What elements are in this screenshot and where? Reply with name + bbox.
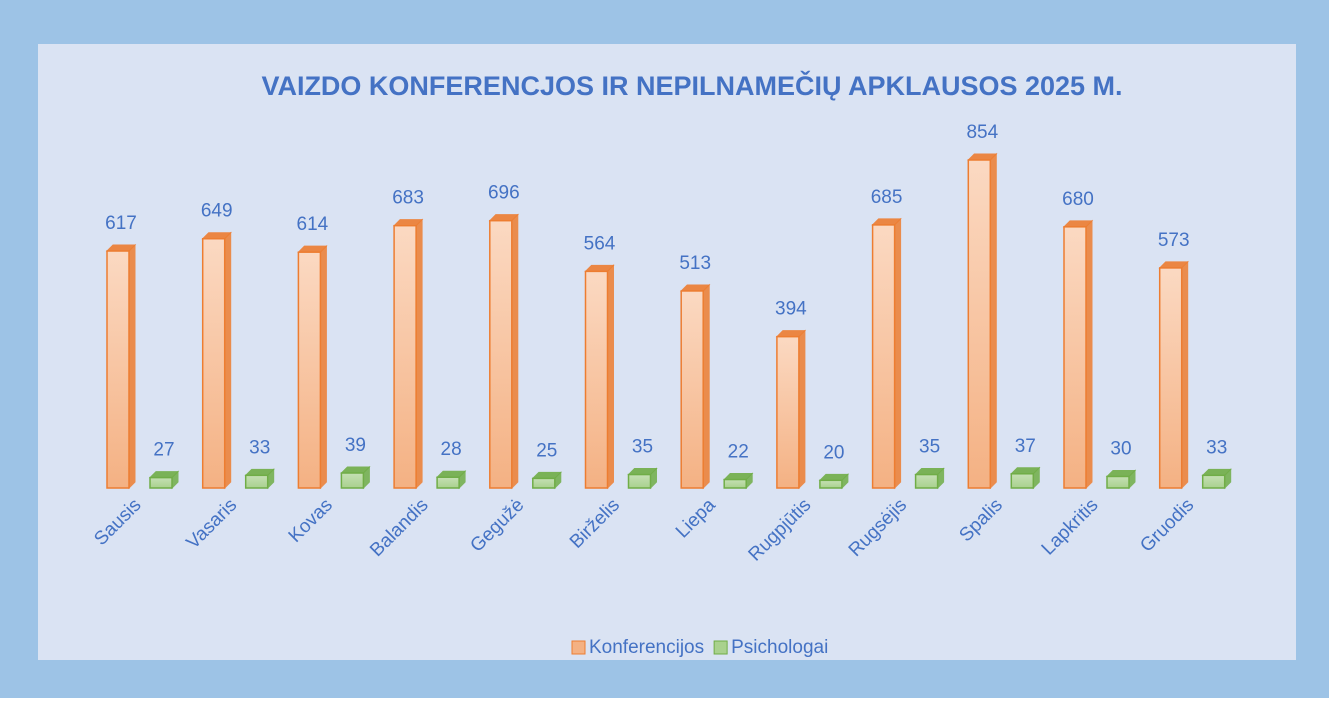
bar	[532, 477, 556, 489]
bar	[723, 478, 747, 489]
data-label: 513	[679, 253, 711, 274]
bar-side	[989, 152, 997, 490]
bar	[489, 219, 513, 489]
data-label: 30	[1110, 438, 1131, 459]
data-label: 25	[536, 440, 557, 461]
bar-side	[415, 218, 423, 490]
bar	[776, 335, 800, 489]
data-label: 35	[632, 437, 653, 458]
bar-side	[319, 244, 327, 490]
data-label: 680	[1062, 189, 1094, 210]
bar	[1063, 226, 1087, 489]
bar	[680, 290, 704, 489]
data-label: 683	[392, 188, 424, 209]
bar-side	[224, 231, 232, 490]
legend-label: Psichologai	[731, 637, 828, 658]
bar-side	[894, 217, 902, 490]
bar	[627, 473, 652, 489]
bar	[297, 251, 322, 489]
bar	[914, 473, 939, 489]
bar	[393, 224, 417, 489]
bar-side	[128, 243, 136, 490]
chart-title: VAIZDO KONFERENCJOS IR NEPILNAMEČIŲ APKL…	[261, 70, 1122, 101]
bar-side	[1085, 219, 1093, 490]
data-label: 35	[919, 437, 940, 458]
data-label: 33	[249, 437, 270, 458]
bar	[819, 479, 843, 489]
data-label: 33	[1206, 437, 1227, 458]
data-label: 564	[584, 233, 616, 254]
data-label: 27	[153, 440, 174, 461]
data-label: 573	[1158, 230, 1190, 251]
bar	[967, 159, 992, 489]
data-label: 617	[105, 213, 137, 234]
legend-swatch	[571, 640, 586, 655]
bar	[436, 476, 460, 489]
bar	[201, 237, 226, 489]
data-label: 20	[823, 442, 844, 463]
bar-side	[798, 329, 806, 490]
data-label: 39	[345, 435, 366, 456]
bar	[1106, 475, 1130, 489]
data-label: 22	[728, 442, 749, 463]
bar	[106, 250, 130, 489]
bar	[244, 474, 269, 489]
bar	[1201, 474, 1226, 489]
legend-swatch	[713, 640, 728, 655]
bar	[584, 270, 609, 489]
legend-label: Konferencijos	[589, 637, 704, 658]
data-label: 854	[966, 122, 998, 143]
bar	[340, 472, 365, 489]
data-label: 685	[871, 187, 903, 208]
bar	[871, 224, 896, 489]
data-label: 37	[1015, 436, 1036, 457]
data-label: 696	[488, 183, 520, 204]
bar-side	[511, 213, 519, 490]
bar	[1010, 473, 1035, 489]
bar-side	[607, 264, 614, 490]
data-label: 649	[201, 201, 233, 222]
bar-side	[1181, 260, 1189, 490]
data-label: 394	[775, 299, 807, 320]
bar-side	[702, 283, 710, 490]
data-label: 614	[297, 214, 329, 235]
data-label: 28	[441, 439, 462, 460]
bar	[1158, 267, 1183, 489]
bar	[149, 476, 173, 489]
